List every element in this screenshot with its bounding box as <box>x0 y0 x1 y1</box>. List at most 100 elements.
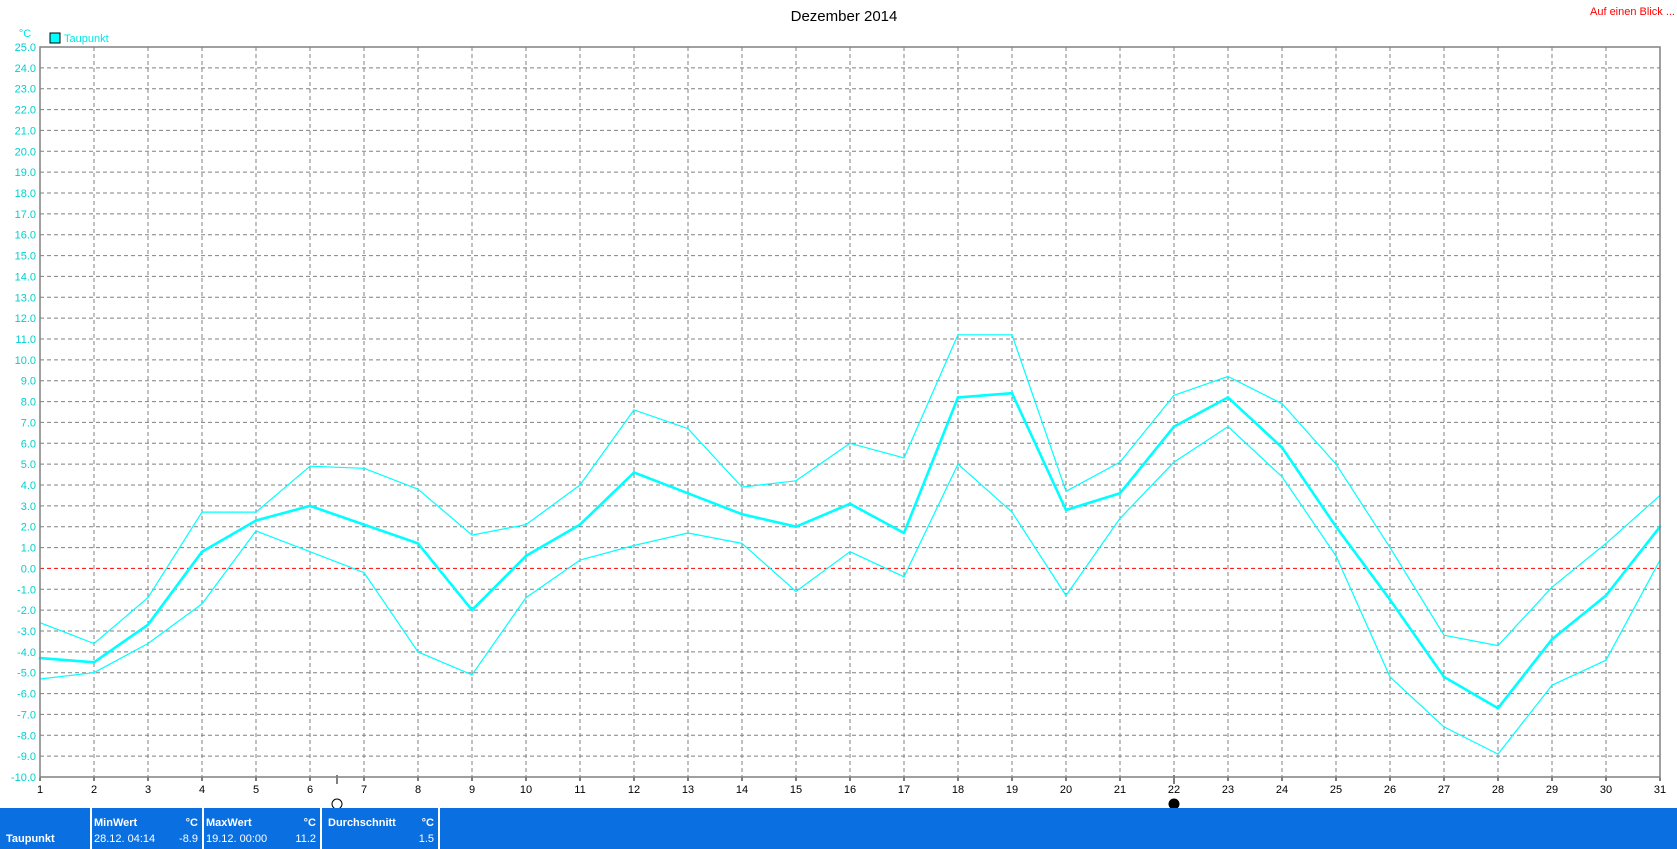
data-point-max <box>1281 403 1283 405</box>
y-tick-label: 17.0 <box>15 209 36 221</box>
x-tick-label: 4 <box>199 784 205 796</box>
y-tick-label: -5.0 <box>17 668 36 680</box>
avg-unit: °C <box>421 817 434 829</box>
x-tick-label: 3 <box>145 784 151 796</box>
footer-row-label-cell: Taupunkt <box>0 808 90 849</box>
data-point-max <box>363 467 365 469</box>
data-point-avg <box>1550 638 1554 641</box>
data-point-avg <box>686 492 690 495</box>
footer-separator <box>320 808 322 849</box>
data-point-avg <box>254 519 258 522</box>
x-tick-label: 18 <box>952 784 964 796</box>
plot-frame <box>39 46 1661 778</box>
data-point-min <box>633 544 635 547</box>
x-tick-label: 23 <box>1222 784 1234 796</box>
data-point-max <box>1335 463 1337 465</box>
max-time: 19.12. 00:00 <box>206 833 268 845</box>
data-point-avg <box>524 554 528 558</box>
max-cell: MaxWert °C 19.12. 00:00 11.2 <box>204 808 320 849</box>
overview-link[interactable]: Auf einen Blick ... <box>1590 6 1675 18</box>
max-unit: °C <box>303 817 316 829</box>
y-tick-label: 19.0 <box>15 167 36 179</box>
x-axis: 1 2 3 4 5 6 7 8 9 10 11 12 13 14 15 16 17 18 19 20 21 22 23 24 2… <box>37 777 1666 796</box>
y-tick-label: 9.0 <box>21 376 36 388</box>
x-tick-label: 24 <box>1276 784 1288 796</box>
x-tick-label: 29 <box>1546 784 1558 796</box>
y-tick-label: 1.0 <box>21 543 36 555</box>
data-point-max <box>417 488 419 490</box>
data-point-avg <box>956 396 960 399</box>
x-tick-label: 27 <box>1438 784 1450 796</box>
data-point-avg <box>416 542 420 545</box>
x-tick-label: 12 <box>628 784 640 796</box>
data-point-avg <box>1442 675 1446 679</box>
y-tick-label: 5.0 <box>21 459 36 471</box>
data-point-max <box>849 442 851 444</box>
y-tick-label: -7.0 <box>17 709 36 721</box>
x-tick-label: 30 <box>1600 784 1612 796</box>
data-point-max <box>1173 394 1175 396</box>
data-point-max <box>579 484 581 486</box>
avg-cell: Durchschnitt °C 1.5 <box>322 808 438 849</box>
dewpoint-chart: Dezember 2014 °C Taupunkt -10.0-9.0-8.0-… <box>11 8 1666 808</box>
max-header: MaxWert <box>206 817 252 829</box>
y-tick-label: 18.0 <box>15 188 36 200</box>
data-point-max <box>1443 634 1445 636</box>
data-point-max <box>795 480 797 482</box>
data-point-max <box>1065 490 1067 492</box>
data-point-max <box>741 486 743 488</box>
data-point-max <box>1389 546 1391 549</box>
y-tick-label: -2.0 <box>17 605 36 617</box>
y-tick-label: 24.0 <box>15 63 36 75</box>
x-tick-label: 31 <box>1654 784 1666 796</box>
x-tick-label: 17 <box>898 784 910 796</box>
data-point-min <box>1065 594 1067 597</box>
data-point-min <box>1551 684 1553 686</box>
data-point-min <box>201 603 203 605</box>
data-point-min <box>471 674 473 676</box>
y-tick-label: 25.0 <box>15 42 36 54</box>
y-tick-label: 16.0 <box>15 230 36 242</box>
chart-title: Dezember 2014 <box>791 8 898 25</box>
data-point-avg <box>740 512 744 516</box>
data-point-min <box>849 551 851 553</box>
legend-label: Taupunkt <box>64 33 109 45</box>
moon-markers <box>331 775 1180 808</box>
data-point-min <box>417 651 419 653</box>
y-tick-label: 22.0 <box>15 105 36 117</box>
x-tick-label: 8 <box>415 784 421 796</box>
data-point-min <box>309 551 311 553</box>
x-tick-label: 16 <box>844 784 856 796</box>
data-point-avg <box>1172 425 1176 428</box>
data-point-max <box>1011 334 1013 336</box>
y-tick-label: -10.0 <box>11 772 36 784</box>
data-point-min <box>1335 555 1337 557</box>
x-tick-label: 26 <box>1384 784 1396 796</box>
y-tick-label: 8.0 <box>21 397 36 409</box>
data-point-avg <box>1496 706 1500 710</box>
data-point-max <box>1227 375 1229 378</box>
x-tick-label: 11 <box>574 784 585 796</box>
y-tick-label: 20.0 <box>15 146 36 158</box>
y-tick-label: 0.0 <box>21 563 36 575</box>
data-point-min <box>525 597 527 599</box>
data-point-min <box>363 572 365 574</box>
y-tick-label: 7.0 <box>21 417 36 429</box>
min-value: -8.9 <box>179 833 198 845</box>
data-point-avg <box>200 550 204 554</box>
avg-value: 1.5 <box>418 833 434 845</box>
y-tick-label: 4.0 <box>21 480 36 492</box>
data-point-avg <box>578 523 582 526</box>
y-tick-label: 10.0 <box>15 355 36 367</box>
data-point-max <box>1119 461 1121 463</box>
data-point-min <box>1227 426 1229 428</box>
footer-separator <box>90 808 92 849</box>
summary-bar: Taupunkt MinWert °C 28.12. 04:14 -8.9 Ma… <box>0 808 1677 849</box>
data-point-avg <box>632 471 636 474</box>
data-point-avg <box>794 525 798 529</box>
data-point-max <box>93 642 95 645</box>
y-tick-label: 3.0 <box>21 501 36 513</box>
y-tick-label: 23.0 <box>15 84 36 96</box>
footer-row-label: Taupunkt <box>6 833 55 845</box>
data-point-max <box>687 428 689 430</box>
